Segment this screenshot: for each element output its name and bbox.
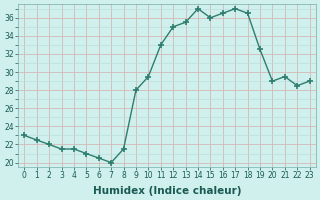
X-axis label: Humidex (Indice chaleur): Humidex (Indice chaleur) <box>93 186 241 196</box>
